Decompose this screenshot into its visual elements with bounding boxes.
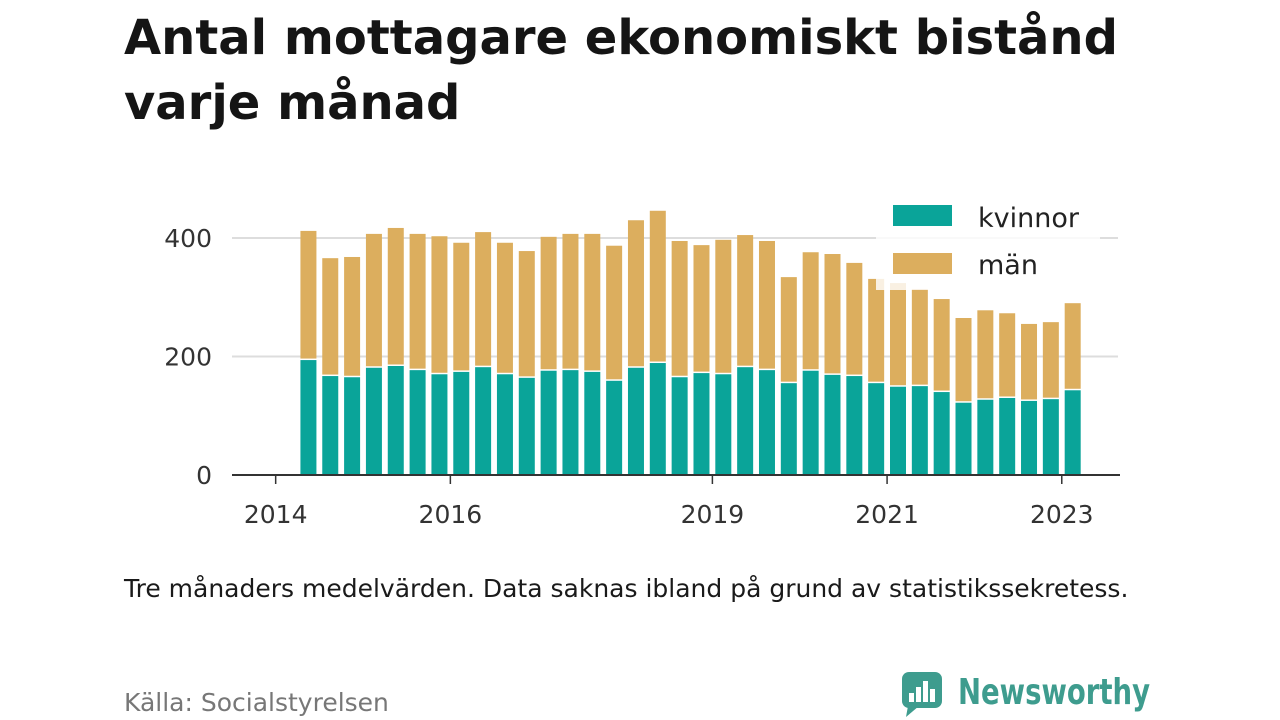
bar-kvinnor <box>715 374 732 475</box>
bar-kvinnor <box>977 399 994 475</box>
bar-kvinnor <box>584 371 601 475</box>
bar-kvinnor <box>868 383 885 475</box>
bar-man <box>365 233 382 367</box>
bar-man <box>846 262 863 375</box>
bar-man <box>911 288 928 385</box>
bar-kvinnor <box>737 367 754 475</box>
bar-man <box>1064 303 1081 389</box>
bar-kvinnor <box>431 374 448 475</box>
bar-man <box>999 313 1016 397</box>
bar-man <box>715 239 732 373</box>
chart-bubble-icon <box>902 672 942 717</box>
bar-kvinnor <box>999 397 1016 475</box>
bar-kvinnor <box>562 370 579 475</box>
legend-swatch-man <box>893 253 952 274</box>
bar-man <box>977 310 994 399</box>
bar-kvinnor <box>693 373 710 475</box>
bar-kvinnor <box>1064 390 1081 475</box>
bar-man <box>562 233 579 369</box>
bar-man <box>496 242 513 373</box>
bar-kvinnor <box>475 367 492 475</box>
bar-man <box>824 254 841 374</box>
bar-kvinnor <box>606 380 623 475</box>
legend-label-kvinnor: kvinnor <box>978 203 1080 234</box>
bar-man <box>933 299 950 391</box>
bar-kvinnor <box>933 392 950 475</box>
bar-man <box>344 256 361 376</box>
bar-kvinnor <box>846 376 863 475</box>
bar-kvinnor <box>344 377 361 475</box>
bar-man <box>322 258 339 375</box>
bar-man <box>802 252 819 370</box>
bar-kvinnor <box>671 377 688 475</box>
bar-kvinnor <box>758 370 775 475</box>
bar-man <box>1021 323 1038 400</box>
bar-man <box>1042 322 1059 398</box>
legend-swatch-kvinnor <box>893 205 952 226</box>
bar-man <box>758 240 775 369</box>
bar-kvinnor <box>496 374 513 475</box>
bar-man <box>387 227 404 365</box>
bar-kvinnor <box>824 374 841 475</box>
bar-man <box>890 283 906 386</box>
bar-man <box>518 251 535 377</box>
y-tick-label: 0 <box>196 461 212 490</box>
bar-kvinnor <box>1042 399 1059 475</box>
source-credit: Källa: Socialstyrelsen <box>124 688 389 717</box>
bar-man <box>475 232 492 366</box>
bar-man <box>584 233 601 371</box>
x-tick-label: 2019 <box>681 500 745 529</box>
bar-kvinnor <box>387 365 404 475</box>
bar-kvinnor <box>518 377 535 475</box>
bar-man <box>780 277 797 382</box>
bar-kvinnor <box>955 402 972 475</box>
bar-kvinnor <box>540 370 557 475</box>
bar-man <box>453 242 470 371</box>
legend-label-man: män <box>978 250 1038 281</box>
bar-kvinnor <box>649 363 666 475</box>
bar-kvinnor <box>409 370 426 475</box>
logo-wordmark: Newsworthy <box>958 672 1150 713</box>
x-tick-label: 2014 <box>244 500 308 529</box>
bar-man <box>868 278 885 382</box>
bar-man <box>606 245 623 380</box>
bar-kvinnor <box>1021 400 1038 475</box>
bar-man <box>431 236 448 373</box>
bar-kvinnor <box>322 376 339 475</box>
bar-kvinnor <box>365 367 382 475</box>
bars <box>300 210 1081 475</box>
bar-kvinnor <box>802 370 819 475</box>
chart-title: Antal mottagare ekonomiskt bistånd varje… <box>124 10 1118 131</box>
y-tick-label: 400 <box>164 224 212 253</box>
x-tick-label: 2016 <box>419 500 483 529</box>
bar-kvinnor <box>627 367 644 475</box>
bar-man <box>649 210 666 362</box>
bar-kvinnor <box>890 386 906 475</box>
legend: kvinnor män <box>876 194 1100 290</box>
bar-kvinnor <box>300 360 317 475</box>
bar-man <box>955 318 972 402</box>
bar-man <box>693 245 710 372</box>
y-tick-label: 200 <box>164 343 212 372</box>
bar-man <box>540 236 557 370</box>
bar-man <box>409 233 426 369</box>
bar-man <box>671 240 688 376</box>
chart-note: Tre månaders medelvärden. Data saknas ib… <box>124 574 1129 603</box>
bar-man <box>627 220 644 367</box>
x-tick-label: 2023 <box>1030 500 1094 529</box>
x-tick-label: 2021 <box>855 500 919 529</box>
bar-kvinnor <box>453 371 470 475</box>
axes: 0 200 400 2014 2016 2019 2021 2023 <box>164 224 1120 529</box>
bar-kvinnor <box>911 386 928 475</box>
bar-man <box>300 230 317 359</box>
bar-man <box>737 235 754 366</box>
bar-kvinnor <box>780 383 797 475</box>
newsworthy-logo: Newsworthy <box>902 672 1150 717</box>
